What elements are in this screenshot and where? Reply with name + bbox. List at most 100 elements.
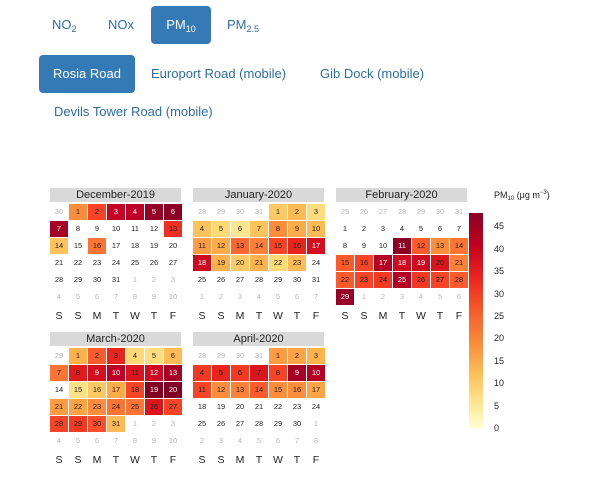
calendar-january-2020: January-2020 28 29 30 31 1 2 3 4 5 6 7 8 9 10 11 12 13 14 1… bbox=[193, 188, 325, 322]
day-cell: 22 bbox=[336, 272, 354, 288]
site-tab-gib-dock-mobile[interactable]: Gib Dock (mobile) bbox=[320, 66, 425, 81]
day-cell: 4 bbox=[56, 436, 62, 445]
day-cell: 26 bbox=[145, 399, 163, 415]
day-cell: 3 bbox=[107, 348, 125, 364]
weekday-label: F bbox=[455, 310, 463, 322]
day-cell: 25 bbox=[340, 207, 350, 216]
day-cell: 6 bbox=[294, 292, 300, 301]
legend-tick-label: 30 bbox=[494, 289, 505, 299]
tab-subscript: 2.5 bbox=[246, 24, 260, 34]
day-cell: 18 bbox=[130, 241, 140, 250]
calendar-grid: 28 29 30 31 1 2 3 4 5 6 7 8 9 10 11 12 13 14 15 16 17 18 19 20 2… bbox=[193, 348, 325, 449]
day-cell: 28 bbox=[450, 272, 468, 288]
day-cell: 2 bbox=[88, 348, 106, 364]
day-cell: 15 bbox=[73, 241, 83, 250]
legend-tick-label: 40 bbox=[494, 244, 505, 254]
day-cell: 2 bbox=[380, 292, 386, 301]
weekday-label: T bbox=[112, 310, 120, 322]
day-cell: 13 bbox=[164, 221, 182, 237]
day-cell: 24 bbox=[107, 399, 125, 415]
day-cell: 13 bbox=[164, 365, 182, 381]
day-cell: 7 bbox=[250, 365, 268, 381]
day-cell: 21 bbox=[50, 399, 68, 415]
weekday-label: S bbox=[55, 310, 63, 322]
site-tab-devils-tower-road-mobile[interactable]: Devils Tower Road (mobile) bbox=[54, 104, 213, 119]
day-cell: 1 bbox=[313, 419, 319, 428]
legend-tick-label: 5 bbox=[494, 401, 500, 411]
day-cell: 19 bbox=[216, 402, 226, 411]
day-cell: 1 bbox=[269, 348, 287, 364]
day-cell: 26 bbox=[149, 258, 159, 267]
day-cell: 22 bbox=[273, 402, 283, 411]
day-cell: 21 bbox=[54, 258, 64, 267]
day-cell: 30 bbox=[235, 207, 245, 216]
day-cell: 26 bbox=[216, 275, 226, 284]
day-cell: 8 bbox=[313, 436, 319, 445]
weekday-label: W bbox=[273, 454, 283, 466]
day-cell: 8 bbox=[132, 292, 138, 301]
day-cell: 17 bbox=[107, 382, 125, 398]
calendar-title: December-2019 bbox=[50, 188, 181, 202]
day-cell: 5 bbox=[437, 292, 443, 301]
day-cell: 10 bbox=[307, 221, 325, 237]
day-cell: 6 bbox=[164, 204, 182, 220]
day-cell: 10 bbox=[378, 241, 388, 250]
legend-tick-label: 35 bbox=[494, 266, 505, 276]
day-cell: 27 bbox=[168, 258, 178, 267]
day-cell: 2 bbox=[288, 348, 306, 364]
day-cell: 9 bbox=[151, 436, 157, 445]
day-cell: 17 bbox=[307, 238, 325, 254]
day-cell: 3 bbox=[170, 275, 176, 284]
day-cell: 9 bbox=[288, 221, 306, 237]
day-cell: 1 bbox=[342, 224, 348, 233]
day-cell: 5 bbox=[212, 221, 230, 237]
tab-pm10[interactable]: PM10 bbox=[151, 6, 211, 44]
day-cell: 4 bbox=[256, 292, 262, 301]
site-tab-europort-road-mobile[interactable]: Europort Road (mobile) bbox=[151, 66, 287, 81]
tab-no2[interactable]: NO2 bbox=[40, 6, 89, 44]
day-cell: 25 bbox=[197, 275, 207, 284]
day-cell: 17 bbox=[307, 382, 325, 398]
day-cell: 11 bbox=[193, 382, 211, 398]
day-cell: 8 bbox=[269, 221, 287, 237]
day-cell: 8 bbox=[69, 365, 87, 381]
day-cell: 5 bbox=[75, 292, 81, 301]
day-cell: 5 bbox=[75, 436, 81, 445]
day-cell: 20 bbox=[231, 255, 249, 271]
day-cell: 18 bbox=[197, 402, 207, 411]
day-cell: 2 bbox=[151, 275, 157, 284]
weekday-label: S bbox=[217, 310, 225, 322]
day-cell: 16 bbox=[88, 382, 106, 398]
day-cell: 4 bbox=[193, 221, 211, 237]
day-cell: 12 bbox=[149, 224, 159, 233]
day-cell: 25 bbox=[393, 272, 411, 288]
day-cell: 11 bbox=[131, 224, 139, 233]
legend-tick-label: 0 bbox=[494, 423, 500, 433]
day-cell: 26 bbox=[359, 207, 369, 216]
calendar-grid: 28 29 30 31 1 2 3 4 5 6 7 8 9 10 11 12 13 14 15 16 17 18 19 20 2… bbox=[193, 204, 325, 305]
day-cell: 13 bbox=[231, 382, 249, 398]
weekday-label: F bbox=[312, 310, 320, 322]
day-cell: 31 bbox=[111, 275, 121, 284]
tab-nox[interactable]: NOx bbox=[96, 6, 146, 44]
day-cell: 4 bbox=[126, 204, 144, 220]
day-cell: 9 bbox=[361, 241, 367, 250]
day-cell: 17 bbox=[111, 241, 121, 250]
day-cell: 30 bbox=[292, 275, 302, 284]
site-tab-rosia-road[interactable]: Rosia Road bbox=[39, 55, 135, 93]
day-cell: 7 bbox=[50, 365, 68, 381]
day-cell: 6 bbox=[275, 436, 281, 445]
weekday-label: T bbox=[150, 310, 158, 322]
weekday-label: S bbox=[360, 310, 368, 322]
weekday-label: M bbox=[378, 310, 388, 322]
calendar-title: April-2020 bbox=[193, 332, 324, 346]
day-cell: 4 bbox=[399, 224, 405, 233]
day-cell: 29 bbox=[54, 351, 64, 360]
tab-pm2-5[interactable]: PM2.5 bbox=[215, 6, 271, 44]
day-cell: 12 bbox=[212, 382, 230, 398]
day-cell: 16 bbox=[88, 238, 106, 254]
